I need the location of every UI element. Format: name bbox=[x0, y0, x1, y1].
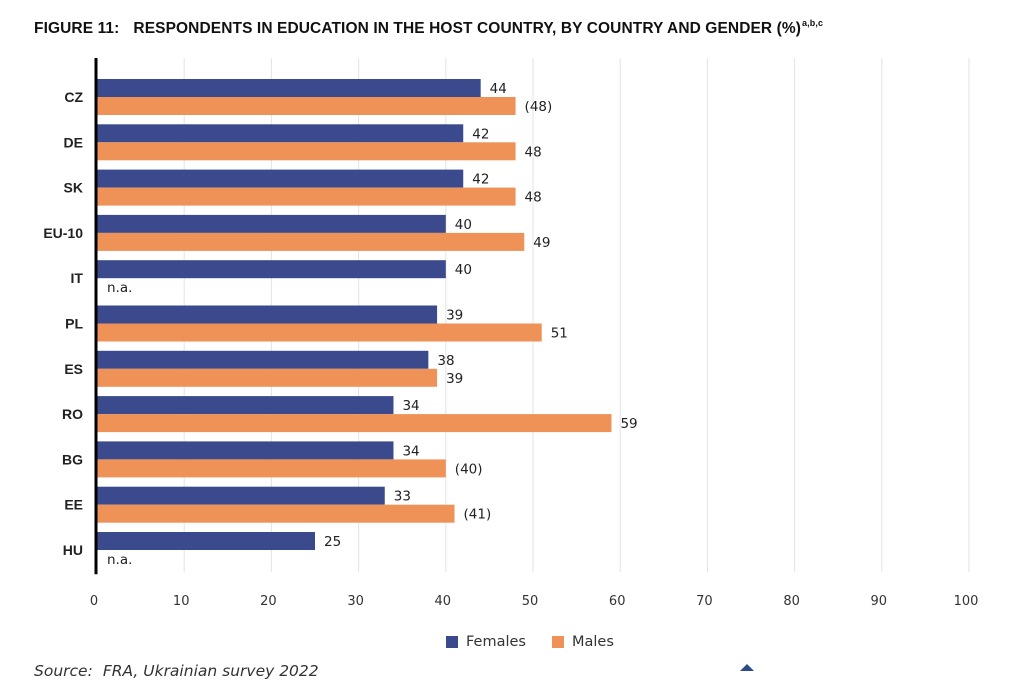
bar-males bbox=[97, 368, 438, 387]
value-label-males: 59 bbox=[620, 416, 637, 432]
legend-label-males: Males bbox=[571, 634, 614, 650]
x-tick-label: 10 bbox=[173, 594, 190, 609]
x-tick-label: 70 bbox=[696, 594, 713, 609]
figure-title: FIGURE 11: RESPONDENTS IN EDUCATION IN TH… bbox=[34, 18, 823, 38]
value-label-females: 44 bbox=[490, 81, 507, 97]
value-label-males: 51 bbox=[551, 326, 568, 342]
value-label-females: 40 bbox=[455, 262, 472, 278]
bar-females bbox=[97, 214, 446, 233]
value-label-females: 34 bbox=[402, 398, 419, 414]
x-tick-label: 40 bbox=[435, 594, 452, 609]
source-note: Source: FRA, Ukrainian survey 2022 bbox=[34, 662, 319, 680]
value-label-females: 33 bbox=[394, 489, 411, 505]
value-label-females: 38 bbox=[437, 353, 454, 369]
chart-legend: Females Males bbox=[446, 634, 640, 650]
bar-males bbox=[97, 459, 446, 478]
bar-chart: 0 10 20 30 40 50 60 70 80 90 100 CZ 44 (48) DE 42 48 SK 42… bbox=[43, 58, 979, 609]
figure-footnote-marks: a,b,c bbox=[802, 18, 824, 28]
bar-females bbox=[97, 532, 315, 550]
legend-swatch-males bbox=[551, 636, 564, 648]
category-label: SK bbox=[64, 180, 83, 196]
bar-females bbox=[97, 396, 394, 415]
x-tick-label: 80 bbox=[783, 594, 800, 609]
category-label: RO bbox=[62, 406, 83, 422]
legend-swatch-females bbox=[446, 636, 458, 648]
category-label: CZ bbox=[64, 89, 83, 105]
value-label-males: n.a. bbox=[107, 280, 132, 296]
x-tick-label: 0 bbox=[90, 594, 98, 609]
category-label: EE bbox=[64, 497, 83, 513]
bar-females bbox=[97, 486, 385, 505]
legend-label-females: Females bbox=[466, 634, 526, 650]
category-label: EU-10 bbox=[43, 225, 83, 241]
value-label-females: 39 bbox=[446, 308, 463, 324]
bar-females bbox=[97, 305, 438, 324]
category-label: HU bbox=[63, 542, 83, 558]
x-tick-label: 50 bbox=[522, 594, 539, 609]
bar-males bbox=[97, 142, 516, 161]
x-tick-label: 20 bbox=[260, 594, 277, 609]
category-label: DE bbox=[64, 134, 83, 150]
bar-males bbox=[97, 97, 516, 115]
bar-females bbox=[97, 441, 394, 460]
value-label-males: n.a. bbox=[107, 552, 132, 568]
value-label-males: 49 bbox=[533, 235, 550, 251]
bar-females bbox=[97, 260, 446, 279]
value-label-males: 48 bbox=[525, 190, 542, 206]
value-label-females: 42 bbox=[472, 172, 489, 188]
figure-title-text: RESPONDENTS IN EDUCATION IN THE HOST COU… bbox=[133, 20, 802, 37]
category-label: IT bbox=[71, 270, 84, 286]
bar-females bbox=[97, 79, 481, 97]
category-label: BG bbox=[62, 451, 83, 467]
bar-females bbox=[97, 169, 464, 188]
value-label-females: 40 bbox=[455, 217, 472, 233]
x-tick-label: 90 bbox=[871, 594, 888, 609]
value-label-females: 42 bbox=[472, 126, 489, 142]
x-tick-label: 30 bbox=[347, 594, 364, 609]
bar-males bbox=[97, 414, 612, 433]
value-label-males: (40) bbox=[455, 461, 483, 477]
legend-item-males: Males bbox=[551, 634, 614, 650]
bar-females bbox=[97, 350, 429, 369]
bar-males bbox=[97, 187, 516, 206]
value-label-males: (41) bbox=[464, 507, 492, 523]
source-label: Source: bbox=[34, 662, 93, 680]
x-tick-label: 100 bbox=[954, 594, 979, 609]
bar-males bbox=[97, 504, 455, 523]
value-label-females: 25 bbox=[324, 534, 341, 550]
bar-males bbox=[97, 323, 542, 342]
value-label-males: 39 bbox=[446, 371, 463, 387]
bar-females bbox=[97, 124, 464, 143]
scroll-to-top-icon[interactable] bbox=[740, 664, 754, 671]
figure-label: FIGURE 11: bbox=[34, 20, 120, 37]
value-label-females: 34 bbox=[402, 443, 419, 459]
value-label-males: 48 bbox=[525, 144, 542, 160]
bar-males bbox=[97, 232, 525, 251]
category-label: PL bbox=[65, 316, 83, 332]
x-tick-label: 60 bbox=[609, 594, 626, 609]
source-text: FRA, Ukrainian survey 2022 bbox=[102, 662, 319, 680]
category-label: ES bbox=[64, 361, 83, 377]
value-label-males: (48) bbox=[525, 99, 553, 115]
legend-item-females: Females bbox=[446, 634, 526, 650]
